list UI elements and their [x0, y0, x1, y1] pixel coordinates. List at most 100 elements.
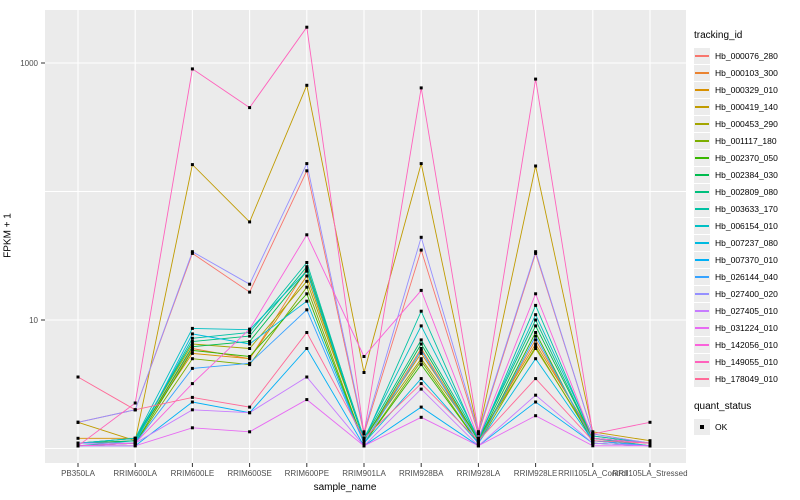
data-point — [534, 324, 538, 328]
legend-item-Hb_000076_280: Hb_000076_280 — [694, 47, 798, 64]
legend-label: Hb_007237_080 — [715, 237, 778, 248]
legend-label: Hb_031224_010 — [715, 322, 778, 333]
data-point — [248, 331, 252, 334]
data-point — [362, 444, 366, 448]
legend-key-line-icon — [694, 132, 710, 149]
data-point — [419, 359, 423, 363]
data-point — [534, 250, 538, 254]
data-point — [534, 357, 538, 361]
data-point — [648, 441, 652, 445]
legend-label: Hb_002809_080 — [715, 186, 778, 197]
legend-item-Hb_001117_180: Hb_001117_180 — [694, 132, 798, 149]
data-point — [419, 248, 423, 252]
x-tick-label: RRIM901LA — [342, 469, 386, 478]
data-point — [190, 163, 194, 167]
legend-key-point-icon — [694, 418, 710, 435]
data-point — [76, 444, 80, 448]
legend-key-line-icon — [694, 200, 710, 217]
data-point — [591, 430, 595, 434]
data-point — [133, 441, 137, 445]
data-point — [591, 432, 595, 436]
data-point — [190, 345, 194, 349]
data-point — [190, 351, 194, 355]
data-point — [534, 164, 538, 168]
data-point — [534, 292, 538, 296]
x-tick-label: RRIM600LE — [171, 469, 215, 478]
legend-key-line-icon — [694, 47, 710, 64]
data-point — [419, 357, 423, 361]
data-point — [419, 235, 423, 239]
x-tick-label: RRII105LA_Control — [558, 469, 628, 478]
data-point — [133, 401, 137, 405]
legend-item-Hb_149055_010: Hb_149055_010 — [694, 353, 798, 370]
legend-key-line-icon — [694, 319, 710, 336]
data-point — [133, 439, 137, 443]
legend-label: Hb_000453_290 — [715, 118, 778, 129]
data-point — [419, 338, 423, 342]
legend-item-Hb_178049_010: Hb_178049_010 — [694, 370, 798, 387]
legend-key-line-icon — [694, 353, 710, 370]
legend-item-Hb_003633_170: Hb_003633_170 — [694, 200, 798, 217]
data-point — [419, 405, 423, 409]
data-point — [534, 347, 538, 350]
data-point — [534, 303, 538, 307]
tracking-id-legend-list: Hb_000076_280 Hb_000103_300 Hb_000329_010 H… — [694, 47, 798, 387]
data-point — [305, 265, 309, 269]
data-point — [591, 436, 595, 440]
data-point — [476, 441, 480, 445]
data-point — [76, 441, 80, 445]
legend-item-Hb_002809_080: Hb_002809_080 — [694, 183, 798, 200]
data-point — [591, 441, 595, 445]
data-point — [133, 436, 137, 440]
y-tick-label: 1000 — [20, 59, 38, 68]
legend-item-Hb_007370_010: Hb_007370_010 — [694, 251, 798, 268]
data-point — [648, 439, 652, 443]
legend-item-Hb_031224_010: Hb_031224_010 — [694, 319, 798, 336]
data-point — [248, 361, 252, 365]
data-point — [190, 342, 194, 346]
data-point — [305, 308, 309, 312]
data-point — [248, 282, 252, 286]
data-point — [248, 290, 252, 294]
data-point — [190, 408, 194, 412]
data-point — [419, 377, 423, 381]
x-axis-title: sample_name — [313, 482, 377, 493]
data-point — [133, 444, 137, 448]
data-point — [190, 250, 194, 254]
data-point — [534, 318, 538, 322]
legend-item-Hb_027400_020: Hb_027400_020 — [694, 285, 798, 302]
data-point — [362, 439, 366, 443]
legend-item-Hb_000103_300: Hb_000103_300 — [694, 64, 798, 81]
legend-key-line-icon — [694, 217, 710, 234]
data-point — [305, 274, 309, 278]
legend-item-Hb_006154_010: Hb_006154_010 — [694, 217, 798, 234]
data-point — [190, 251, 194, 255]
legend-label: Hb_000419_140 — [715, 101, 778, 112]
data-point — [419, 342, 423, 346]
data-point — [248, 342, 252, 346]
data-point — [248, 347, 252, 350]
data-point — [305, 25, 309, 29]
data-point — [476, 439, 480, 443]
data-point — [248, 106, 252, 110]
data-point — [190, 348, 194, 352]
x-tick-label: RRIM928LE — [514, 469, 558, 478]
data-point — [190, 326, 194, 330]
data-point — [305, 375, 309, 379]
legend-label: Hb_003633_170 — [715, 203, 778, 214]
legend-label: Hb_000076_280 — [715, 50, 778, 61]
data-point — [305, 267, 309, 271]
legend-key-line-icon — [694, 302, 710, 319]
data-point — [476, 444, 480, 448]
legend-key-line-icon — [694, 183, 710, 200]
legend-label: Hb_178049_010 — [715, 373, 778, 384]
legend-key-line-icon — [694, 64, 710, 81]
legend-key-line-icon — [694, 149, 710, 166]
data-point — [248, 220, 252, 224]
data-point — [419, 347, 423, 350]
legend-label: Hb_142056_010 — [715, 339, 778, 350]
data-point — [534, 251, 538, 255]
data-point — [305, 233, 309, 237]
data-point — [476, 432, 480, 436]
data-point — [305, 269, 309, 273]
